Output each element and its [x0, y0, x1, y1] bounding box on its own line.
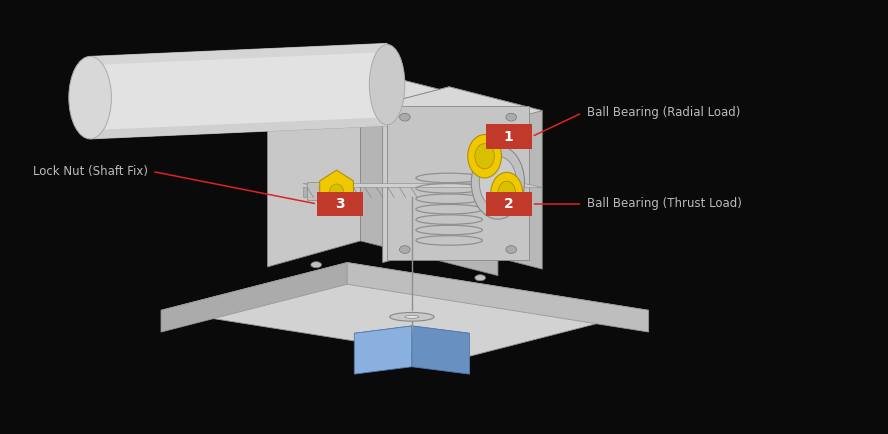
- Ellipse shape: [311, 262, 321, 268]
- Ellipse shape: [390, 312, 434, 321]
- Ellipse shape: [69, 56, 111, 139]
- Ellipse shape: [506, 246, 517, 253]
- Ellipse shape: [468, 135, 502, 178]
- Ellipse shape: [498, 181, 516, 205]
- Text: Lock Nut (Shaft Fix): Lock Nut (Shaft Fix): [33, 165, 147, 178]
- Ellipse shape: [491, 172, 523, 214]
- Bar: [486, 124, 532, 149]
- Text: Ball Bearing (Thrust Load): Ball Bearing (Thrust Load): [587, 197, 741, 210]
- Polygon shape: [90, 117, 387, 139]
- Polygon shape: [90, 43, 387, 65]
- Polygon shape: [90, 43, 387, 139]
- Ellipse shape: [480, 156, 517, 208]
- Polygon shape: [267, 69, 498, 130]
- Ellipse shape: [369, 45, 405, 125]
- Ellipse shape: [475, 144, 495, 169]
- Text: 2: 2: [503, 197, 513, 211]
- Ellipse shape: [405, 315, 419, 319]
- Polygon shape: [387, 106, 529, 260]
- Polygon shape: [320, 170, 353, 214]
- Ellipse shape: [400, 246, 410, 253]
- Polygon shape: [303, 184, 543, 187]
- Polygon shape: [354, 326, 412, 374]
- Polygon shape: [449, 87, 543, 269]
- Polygon shape: [361, 69, 498, 276]
- Polygon shape: [307, 182, 347, 200]
- Bar: [317, 191, 363, 217]
- Text: 3: 3: [336, 197, 345, 211]
- Polygon shape: [161, 263, 648, 358]
- Text: Ball Bearing (Radial Load): Ball Bearing (Radial Load): [587, 106, 740, 119]
- Polygon shape: [412, 326, 470, 374]
- Polygon shape: [347, 263, 648, 332]
- Polygon shape: [161, 263, 347, 332]
- Ellipse shape: [400, 113, 410, 121]
- Ellipse shape: [506, 113, 517, 121]
- Ellipse shape: [329, 184, 344, 200]
- Polygon shape: [354, 326, 470, 341]
- Text: 1: 1: [503, 130, 513, 144]
- Bar: [486, 191, 532, 217]
- Ellipse shape: [472, 145, 525, 219]
- Polygon shape: [267, 69, 361, 267]
- Polygon shape: [383, 87, 449, 263]
- Polygon shape: [303, 187, 321, 197]
- Polygon shape: [383, 87, 543, 128]
- Ellipse shape: [475, 275, 486, 281]
